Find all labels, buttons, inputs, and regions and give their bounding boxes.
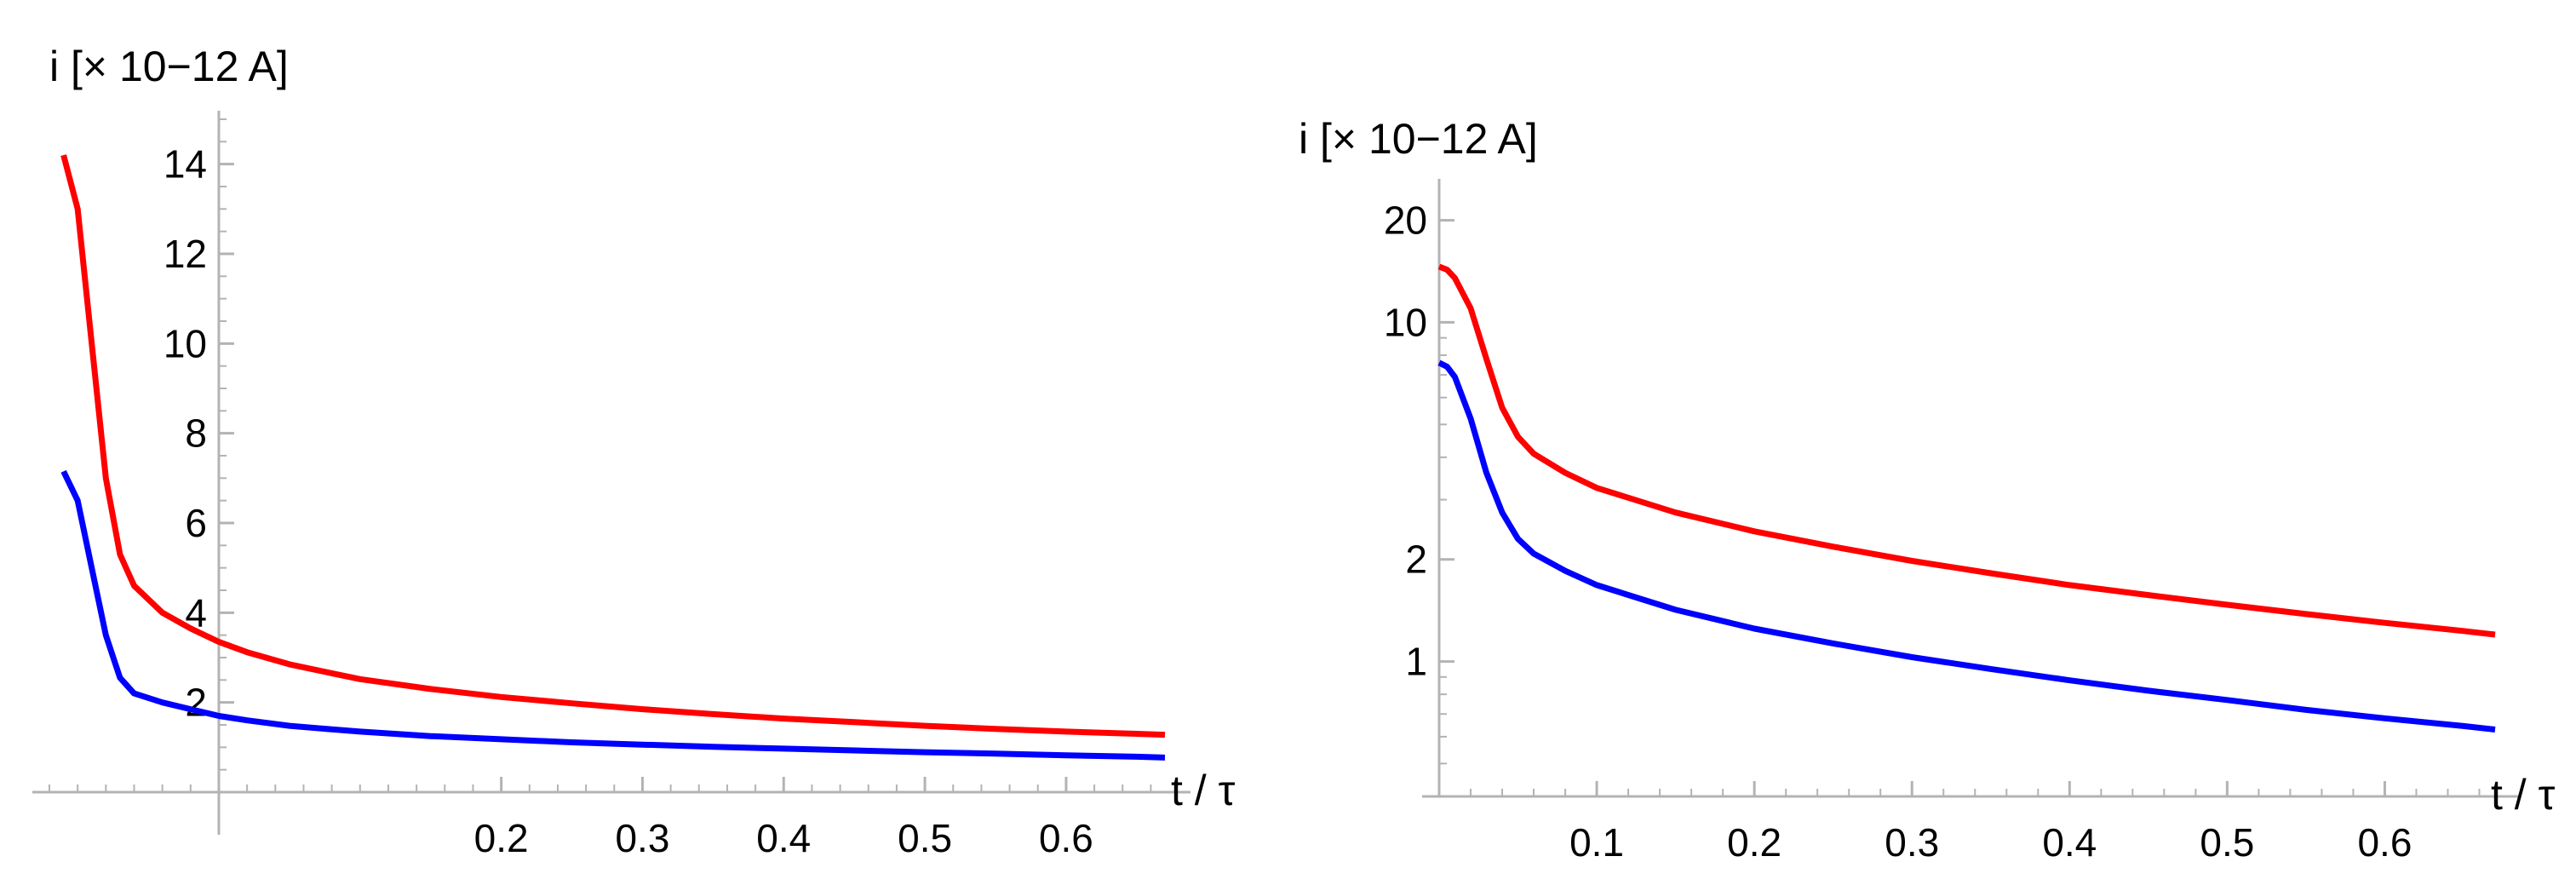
x-tick-label: 0.2 — [1727, 820, 1781, 865]
y-tick-label: 8 — [185, 411, 207, 456]
y-tick-label: 20 — [1384, 198, 1427, 243]
x-tick-label: 0.3 — [615, 816, 669, 860]
series-line-blue — [1437, 359, 2496, 733]
series-line-blue — [60, 469, 1166, 761]
y-tick-label: 6 — [185, 501, 207, 545]
y-axis-title: i [× 10−12 A] — [1299, 115, 1538, 163]
x-tick-label: 0.4 — [2042, 820, 2097, 865]
y-axis-title: i [× 10−12 A] — [49, 43, 289, 90]
x-tick-label: 0.6 — [2357, 820, 2412, 865]
x-tick-label: 0.5 — [2200, 820, 2254, 865]
y-tick-label: 2 — [1405, 537, 1427, 582]
y-tick-label: 10 — [1384, 300, 1427, 344]
x-tick-label: 0.4 — [756, 816, 811, 860]
y-tick-label: 2 — [185, 681, 207, 725]
x-tick-label: 0.5 — [898, 816, 952, 860]
series-line-red — [1437, 263, 2496, 638]
y-tick-label: 10 — [164, 321, 207, 365]
y-tick-label: 14 — [164, 142, 207, 187]
log-current-chart: 0.1 0.2 0.3 0.4 0.5 0.6 1 2 10 20 i [× 10−12 A] t /… — [1299, 115, 2556, 865]
x-tick-label: 0.2 — [474, 816, 529, 860]
x-tick-label: 0.3 — [1885, 820, 1939, 865]
series-line-red — [60, 154, 1166, 738]
y-tick-label: 12 — [164, 232, 207, 276]
x-axis-title: t / τ — [2491, 771, 2556, 819]
y-tick-label: 1 — [1405, 640, 1427, 684]
x-axis-title: t / τ — [1171, 767, 1236, 814]
x-tick-label: 0.6 — [1039, 816, 1093, 860]
x-tick-label: 0.1 — [1569, 820, 1624, 865]
